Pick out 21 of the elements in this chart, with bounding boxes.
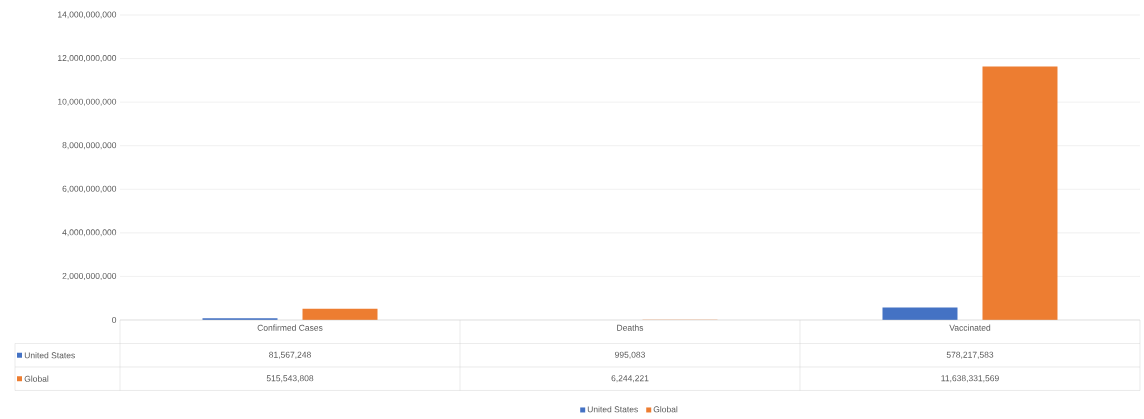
data-label: 81,567,248 — [269, 351, 311, 359]
legend-label: Global — [653, 406, 678, 413]
x-tick-label: Deaths — [617, 324, 644, 331]
data-label: 995,083 — [615, 351, 645, 359]
x-tick-label: Vaccinated — [949, 324, 991, 331]
y-tick-label: 10,000,000,000 — [58, 98, 117, 106]
data-label: 515,543,808 — [266, 375, 314, 383]
x-tick-label: Confirmed Cases — [257, 324, 323, 331]
y-tick-label: 2,000,000,000 — [62, 272, 117, 280]
y-tick-label: 14,000,000,000 — [58, 11, 117, 19]
text: Global — [24, 375, 49, 382]
y-tick-label: 12,000,000,000 — [58, 55, 117, 63]
data-label: 6,244,221 — [611, 375, 649, 383]
y-tick-label: 0 — [112, 316, 117, 323]
data-label: 578,217,583 — [946, 351, 994, 359]
text: United States — [24, 352, 75, 359]
data-label: 11,638,331,569 — [941, 375, 999, 383]
y-tick-label: 4,000,000,000 — [62, 229, 117, 237]
y-tick-label: 6,000,000,000 — [62, 185, 117, 193]
legend-label: United States — [587, 406, 638, 413]
y-tick-label: 8,000,000,000 — [62, 142, 117, 150]
